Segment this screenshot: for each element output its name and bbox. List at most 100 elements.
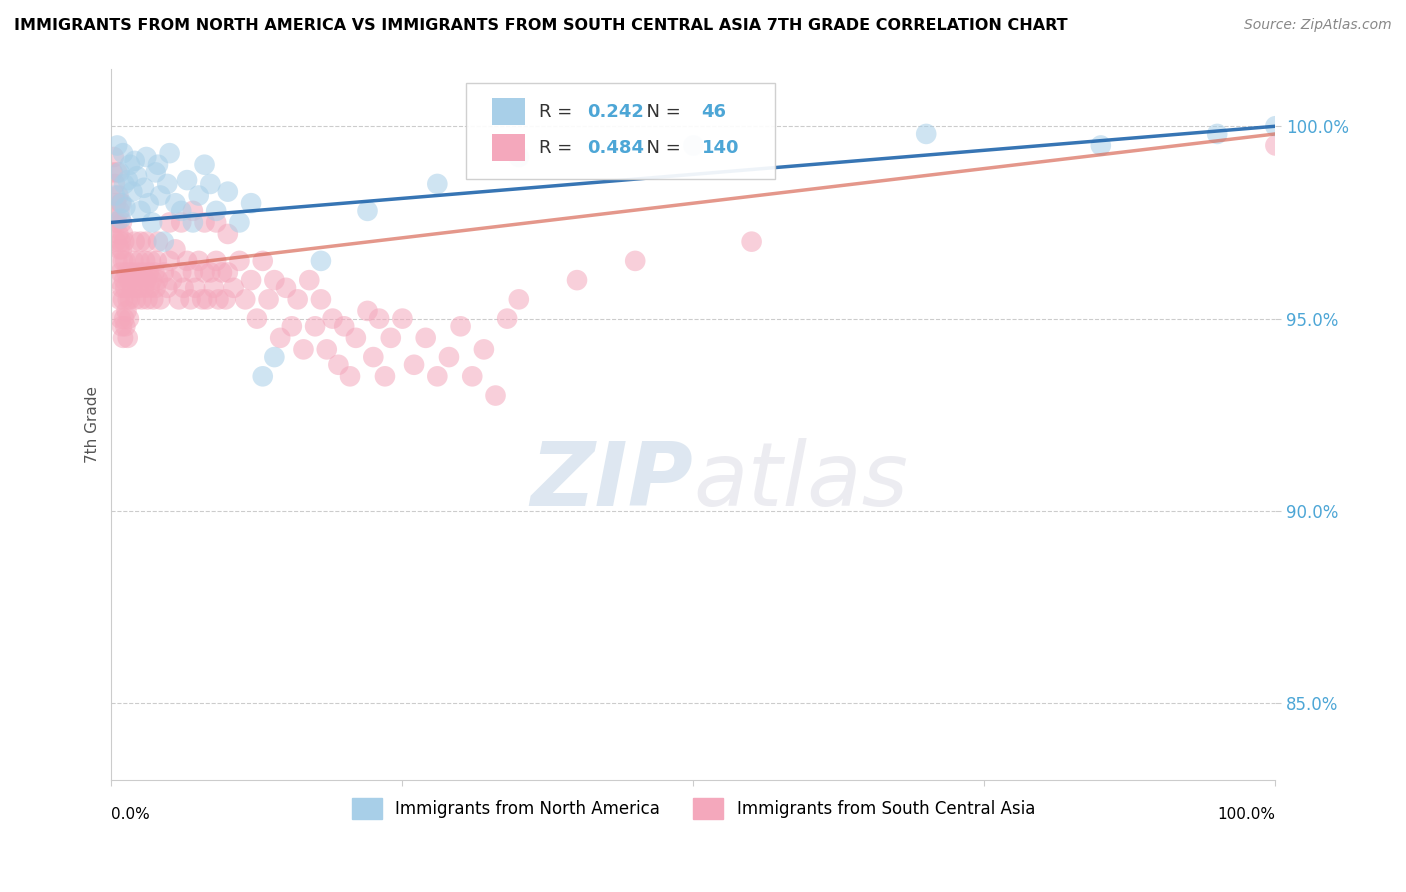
Point	[141, 215, 163, 229]
Point	[138, 265, 160, 279]
Point	[363, 350, 385, 364]
Point	[132, 181, 155, 195]
Point	[1264, 120, 1286, 134]
Point	[149, 188, 172, 202]
Point	[252, 253, 274, 268]
Point	[165, 196, 187, 211]
Point	[344, 331, 367, 345]
Text: R =: R =	[538, 138, 578, 156]
Point	[193, 265, 215, 279]
Point	[112, 146, 135, 161]
Text: IMMIGRANTS FROM NORTH AMERICA VS IMMIGRANTS FROM SOUTH CENTRAL ASIA 7TH GRADE CO: IMMIGRANTS FROM NORTH AMERICA VS IMMIGRA…	[14, 18, 1067, 33]
Point	[105, 215, 128, 229]
Point	[112, 177, 135, 191]
Point	[1264, 138, 1286, 153]
Point	[298, 273, 321, 287]
Point	[107, 273, 129, 287]
Text: 100.0%: 100.0%	[1218, 807, 1275, 822]
Point	[339, 369, 361, 384]
Point	[1090, 138, 1112, 153]
Point	[105, 165, 128, 179]
Point	[134, 253, 156, 268]
Point	[104, 215, 127, 229]
Point	[129, 273, 152, 287]
Point	[124, 273, 146, 287]
Bar	[492, 98, 524, 126]
Text: 140: 140	[702, 138, 740, 156]
Point	[246, 311, 269, 326]
Point	[415, 331, 437, 345]
Point	[112, 253, 135, 268]
Point	[111, 319, 134, 334]
Point	[110, 311, 132, 326]
Point	[205, 203, 228, 218]
Point	[135, 273, 157, 287]
Text: R =: R =	[538, 103, 578, 121]
Point	[159, 146, 181, 161]
Point	[181, 203, 204, 218]
Text: atlas: atlas	[693, 438, 908, 524]
Point	[117, 173, 139, 187]
Point	[160, 273, 183, 287]
Point	[565, 273, 588, 287]
Point	[156, 281, 179, 295]
Point	[118, 293, 141, 307]
Point	[118, 273, 141, 287]
Point	[195, 293, 218, 307]
Point	[121, 185, 143, 199]
Point	[180, 293, 202, 307]
Point	[121, 281, 143, 295]
Point	[263, 273, 285, 287]
Point	[257, 293, 280, 307]
Point	[107, 227, 129, 241]
Text: N =: N =	[636, 103, 686, 121]
Point	[139, 253, 162, 268]
Point	[176, 253, 198, 268]
Point	[173, 281, 195, 295]
Point	[104, 177, 127, 191]
Point	[112, 293, 135, 307]
Point	[222, 281, 245, 295]
Point	[101, 165, 124, 179]
Point	[112, 273, 135, 287]
Point	[184, 281, 207, 295]
Point	[105, 138, 128, 153]
Legend: Immigrants from North America, Immigrants from South Central Asia: Immigrants from North America, Immigrant…	[344, 792, 1042, 825]
Point	[156, 177, 179, 191]
Point	[207, 293, 229, 307]
Point	[108, 293, 131, 307]
Point	[122, 253, 145, 268]
Point	[112, 311, 135, 326]
Point	[135, 150, 157, 164]
Point	[624, 253, 647, 268]
Text: 46: 46	[702, 103, 727, 121]
Point	[125, 293, 148, 307]
Point	[118, 311, 141, 326]
Point	[112, 235, 135, 249]
Point	[292, 343, 315, 357]
Point	[136, 293, 159, 307]
Point	[214, 293, 236, 307]
Point	[111, 196, 134, 211]
Point	[135, 235, 157, 249]
Point	[110, 265, 132, 279]
Point	[508, 293, 530, 307]
Point	[274, 281, 297, 295]
Point	[450, 319, 472, 334]
Point	[114, 281, 136, 295]
Point	[240, 273, 263, 287]
Point	[461, 369, 484, 384]
Point	[125, 169, 148, 184]
Point	[124, 153, 146, 168]
Point	[132, 265, 155, 279]
Point	[252, 369, 274, 384]
Point	[328, 358, 350, 372]
Point	[205, 215, 228, 229]
Point	[356, 203, 378, 218]
Point	[105, 196, 128, 211]
Point	[1206, 127, 1229, 141]
Text: Source: ZipAtlas.com: Source: ZipAtlas.com	[1244, 18, 1392, 32]
Point	[228, 253, 250, 268]
Point	[309, 293, 332, 307]
Point	[115, 265, 138, 279]
